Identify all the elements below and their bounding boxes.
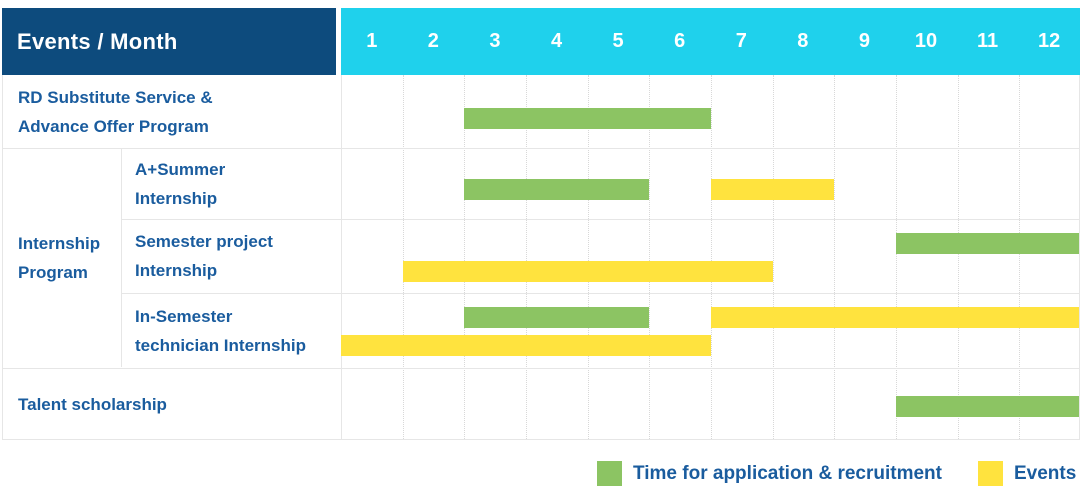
row-label-in-semester-technician-internship: In-Semester technician Internship	[135, 306, 306, 355]
row-label-semester-project-internship: Semester project Internship	[135, 232, 273, 280]
month-label-7: 7	[735, 30, 747, 52]
gantt-bar-events	[711, 179, 835, 200]
month-header-row: 1 2 3 4 5 6 7 8 9 10 11 12	[341, 8, 1080, 75]
month-label-3: 3	[489, 30, 501, 52]
row-label-a-plus-summer-internship: A+Summer Internship	[135, 159, 226, 208]
grid-line-vertical	[588, 75, 589, 439]
gantt-bar-recruitment	[896, 233, 1079, 254]
grid-line-horizontal	[3, 368, 1079, 369]
grid-line-horizontal	[121, 219, 1079, 220]
gantt-bar-events	[711, 307, 1079, 328]
events-month-header-title: Events / Month	[17, 28, 178, 54]
gantt-bar-events	[402, 261, 773, 282]
legend-label-events: Events	[1013, 462, 1077, 484]
month-label-10: 10	[914, 30, 938, 52]
grid-line-vertical	[526, 75, 527, 439]
month-label-2: 2	[427, 30, 439, 52]
legend: Time for application & recruitment Event…	[597, 461, 1076, 486]
grid-line-horizontal	[3, 148, 1079, 149]
gantt-bar-recruitment	[464, 307, 650, 328]
month-label-9: 9	[858, 30, 870, 52]
month-label-8: 8	[797, 30, 809, 52]
legend-swatch-yellow	[977, 461, 1003, 486]
grid-line-vertical	[121, 148, 122, 367]
row-label-rd-substitute-service: RD Substitute Service & Advance Offer Pr…	[18, 87, 213, 136]
grid-line-vertical	[403, 75, 404, 439]
events-month-header: Events / Month	[2, 8, 336, 75]
schedule-table-body: RD Substitute Service & Advance Offer Pr…	[2, 75, 1080, 440]
grid-line-horizontal	[121, 293, 1079, 294]
grid-line-vertical	[896, 75, 897, 439]
grid-line-vertical	[958, 75, 959, 439]
gantt-bar-recruitment	[464, 179, 650, 200]
month-label-1: 1	[366, 30, 378, 52]
grid-line-vertical	[649, 75, 650, 439]
legend-item-events: Events	[977, 461, 1077, 486]
gantt-bar-recruitment	[464, 108, 711, 129]
grid-line-vertical	[834, 75, 835, 439]
month-label-11: 11	[976, 30, 999, 52]
legend-label-recruitment: Time for application & recruitment	[633, 462, 942, 484]
month-label-4: 4	[550, 30, 563, 52]
grid-line-vertical	[341, 75, 342, 439]
month-label-5: 5	[612, 30, 624, 52]
legend-swatch-green	[597, 461, 622, 486]
grid-line-vertical	[464, 75, 465, 439]
grid-line-vertical	[711, 75, 712, 439]
grid-line-vertical	[773, 75, 774, 439]
gantt-bar-events	[341, 335, 711, 356]
month-label-6: 6	[674, 30, 686, 52]
row-label-talent-scholarship: Talent scholarship	[18, 394, 167, 414]
month-label-12: 12	[1038, 30, 1061, 52]
gantt-bar-recruitment	[896, 396, 1079, 417]
legend-item-recruitment: Time for application & recruitment	[597, 461, 942, 486]
group-label-internship-program: Internship Program	[18, 234, 101, 282]
grid-line-vertical	[1019, 75, 1020, 439]
